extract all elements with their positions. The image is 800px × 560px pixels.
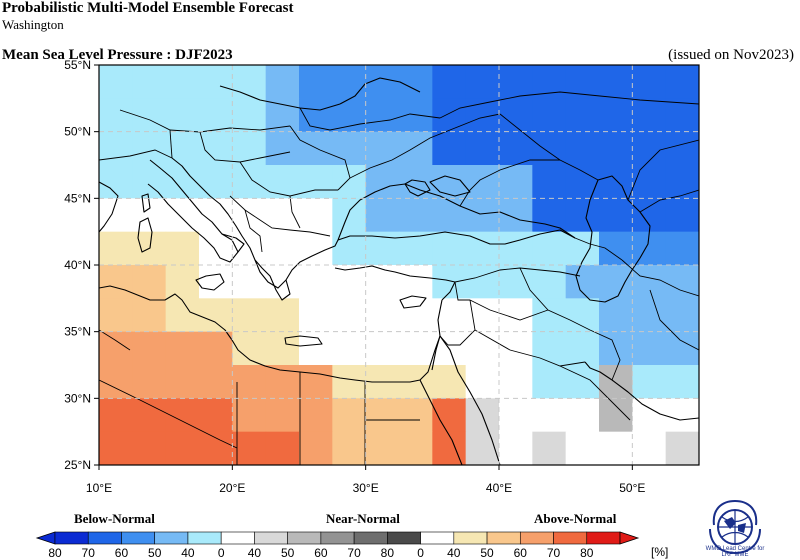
country-borders [99,91,699,465]
colorbar-tick-label: 80 [580,546,594,560]
colorbar-tick-label: 70 [347,546,361,560]
colorbar-tick-label: 80 [380,546,395,560]
colorbar-swatch [154,531,189,545]
colorbar-tick-label: 60 [314,546,328,560]
logo-caption-line2: LRF MME [721,552,749,558]
latitude-label: 25°N [64,458,91,472]
colorbar [35,531,640,545]
near-normal-label: Near-Normal [326,511,400,526]
colorbar-swatch [453,531,488,545]
wmo-logo-icon [709,499,761,555]
colorbar-swatch [519,531,554,545]
colorbar-swatch [54,531,89,545]
colorbar-swatch [320,531,355,545]
latitude-label: 50°N [64,125,91,139]
colorbar-swatch [87,531,122,545]
longitude-label: 40°E [486,481,512,495]
colorbar-swatch [353,531,388,545]
latitude-label: 30°N [64,391,91,405]
unit-label: [%] [651,545,669,559]
colorbar-swatch [420,531,455,545]
colorbar-tick-label: 50 [480,546,494,560]
colorbar-tick-label: 80 [48,546,62,560]
colorbar-tick-label: 50 [148,546,162,560]
latitude-label: 40°N [64,258,91,272]
colorbar-tick-label: 60 [513,546,527,560]
latitude-label: 45°N [64,191,91,205]
chart-subtitle: Washington [2,17,64,32]
map-title: Mean Sea Level Pressure : DJF2023 [2,47,233,63]
longitude-label: 30°E [353,481,379,495]
graticule [99,65,699,465]
colorbar-tick-label: 70 [81,546,95,560]
logo-caption: WMO Lead Centre for LRF MME [700,546,770,558]
colorbar-tick-label: 40 [447,546,461,560]
colorbar-tick-label: 0 [417,546,424,560]
colorbar-swatch [486,531,521,545]
colorbar-tick-label: 40 [247,546,262,560]
colorbar-left-arrow [35,531,56,545]
logo-caption-line1: WMO Lead Centre for [705,546,765,552]
colorbar-swatch [254,531,288,545]
above-normal-label: Above-Normal [534,511,617,526]
colorbar-swatch [553,531,588,545]
colorbar-right-arrow [619,531,640,545]
colorbar-swatch [220,531,255,545]
colorbar-tick-label: 50 [280,546,295,560]
colorbar-swatch [387,531,421,545]
chart-title: Probabilistic Multi-Model Ensemble Forec… [2,0,294,16]
colorbar-tick-label: 70 [546,546,561,560]
issued-date: (issued on Nov2023) [668,47,794,63]
colorbar-swatch [187,531,222,545]
longitude-label: 50°E [619,481,645,495]
colorbar-swatch [121,531,156,545]
colorbar-tick-label: 40 [181,546,195,560]
latitude-label: 55°N [64,58,91,72]
longitude-label: 20°E [219,481,245,495]
colorbar-swatch [287,531,322,545]
colorbar-tick-label: 60 [114,546,129,560]
longitude-label: 10°E [86,481,112,495]
colorbar-swatch [586,531,621,545]
latitude-label: 35°N [64,325,91,339]
coastlines [99,77,699,465]
colorbar-tick-label: 0 [217,546,225,560]
below-normal-label: Below-Normal [74,511,155,526]
